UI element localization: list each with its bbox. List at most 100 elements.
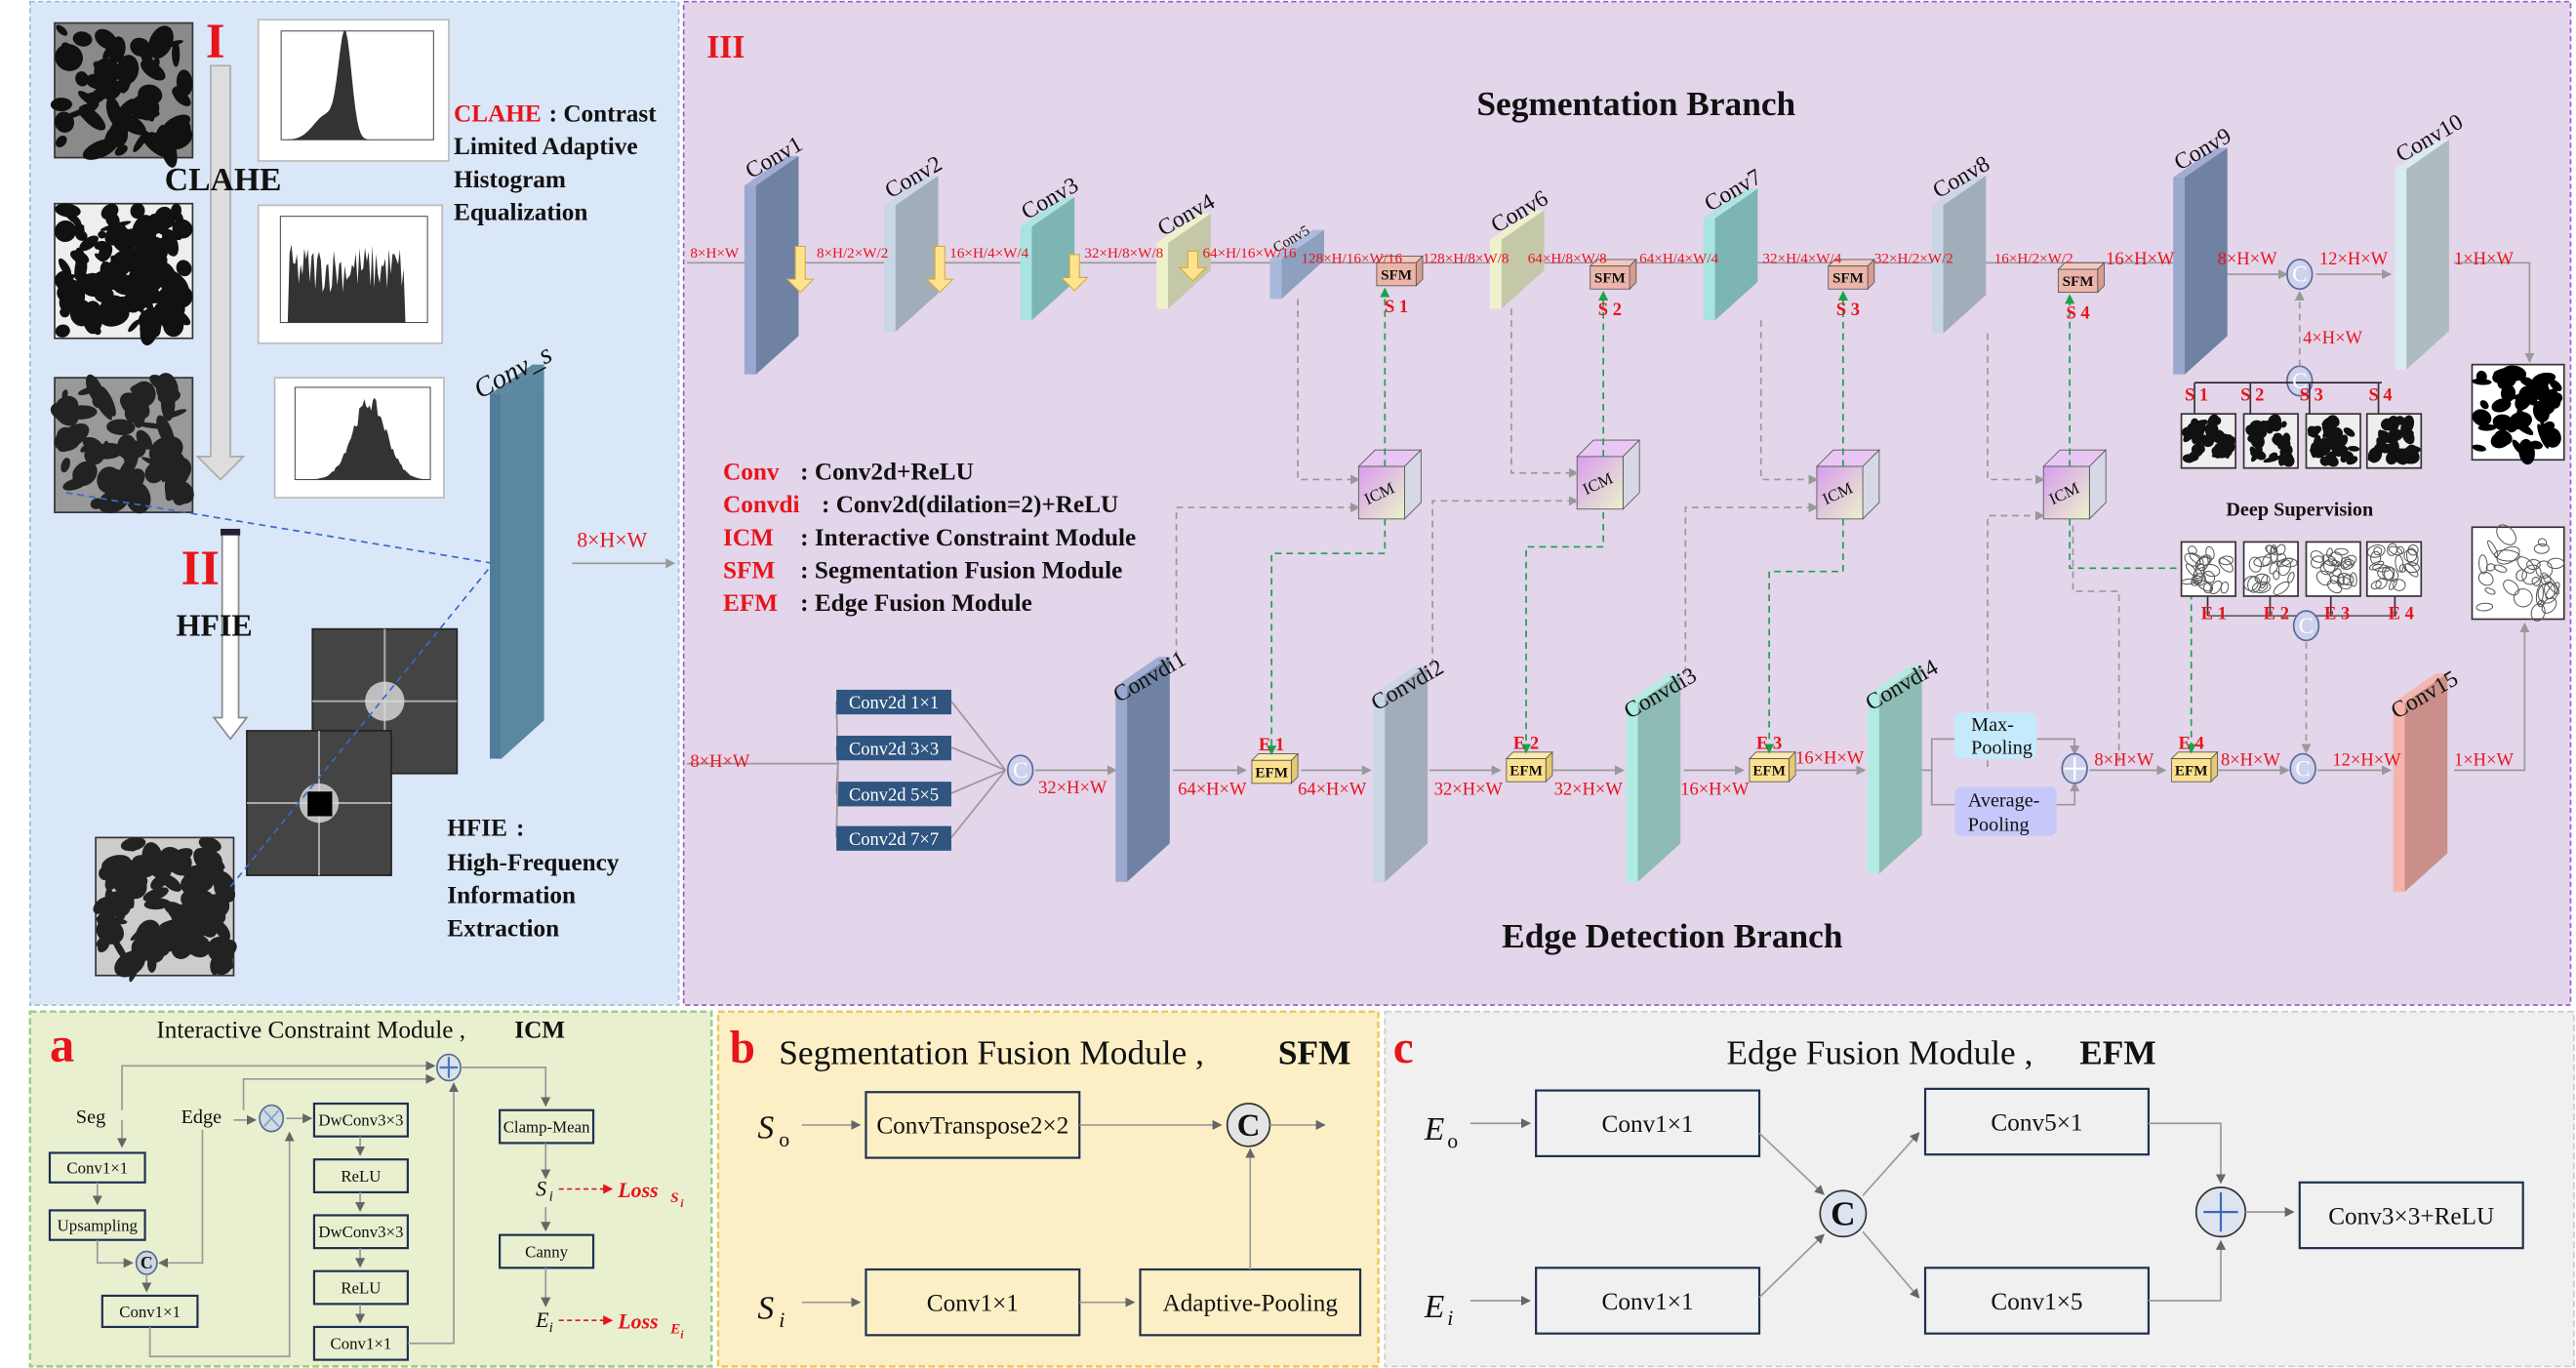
image-frame <box>2305 541 2361 597</box>
efm-block-label: EFM <box>1509 764 1543 780</box>
loss-s-subsub: i <box>680 1197 684 1210</box>
seg-layer-conv2 <box>883 176 939 332</box>
texture-blob <box>85 287 105 298</box>
texture-blob <box>2275 543 2286 556</box>
seg-layer-conv6 <box>1490 210 1545 309</box>
concat-icon-label: C <box>1013 758 1027 783</box>
texture-blob <box>2193 573 2206 586</box>
texture-blob <box>172 219 193 239</box>
projection-line <box>65 492 494 565</box>
texture-blob <box>131 936 160 961</box>
seg-dim-label: 128×H/8×W/8 <box>1423 251 1509 266</box>
texture-blob <box>160 384 176 422</box>
texture-blob <box>2324 454 2339 467</box>
downsample-arrow-icon <box>1178 251 1208 282</box>
seg-to-icm-arrow <box>1297 299 1361 485</box>
efm-block <box>1505 750 1553 784</box>
edge-output-image <box>2305 541 2361 597</box>
texture-blob <box>2281 454 2295 467</box>
texture-blob <box>2530 603 2546 622</box>
e-label: E 2 <box>2264 605 2289 624</box>
slab-side <box>1714 188 1758 321</box>
texture-blob <box>166 457 192 484</box>
panel-efm <box>1384 1010 2575 1368</box>
texture-blob <box>2376 436 2388 448</box>
texture-blob <box>147 25 174 60</box>
texture-blob <box>75 71 89 87</box>
texture-blob <box>2494 429 2513 446</box>
clahe-image <box>54 202 194 346</box>
histogram-output <box>273 377 445 499</box>
slab-top <box>1931 176 1987 206</box>
sfm-block-label: SFM <box>2063 274 2094 290</box>
concat-icon-label: C <box>2292 369 2307 393</box>
arrow <box>462 1066 551 1107</box>
efm-conv1x1-box-label: Conv1×1 <box>1602 1111 1694 1138</box>
slab-top <box>1868 664 1922 695</box>
texture-blob <box>2384 566 2395 582</box>
texture-blob <box>130 203 145 220</box>
texture-blob <box>154 206 174 227</box>
average-pooling-label: Pooling <box>1968 815 2030 836</box>
max-pooling-label: Pooling <box>1971 738 2033 759</box>
slab-side <box>755 155 799 375</box>
texture-blob <box>2310 550 2325 563</box>
so-subscript: o <box>779 1128 789 1151</box>
texture-blob <box>172 40 181 67</box>
icm-block <box>2042 449 2108 520</box>
seg-output-image <box>2242 413 2299 469</box>
edge-to-icm-arrow <box>1175 503 1361 658</box>
s-label: S 1 <box>1385 298 1408 317</box>
texture-blob <box>2477 423 2497 431</box>
texture-blob <box>2532 400 2550 422</box>
seg-final-image <box>2471 363 2565 465</box>
concat-icon <box>2289 752 2316 785</box>
icm-conv1x1-box-label: Conv1×1 <box>66 1159 128 1178</box>
seg-layer-conv9 <box>2173 147 2228 375</box>
texture-blob <box>2542 572 2560 595</box>
texture-blob <box>176 69 193 97</box>
seg-layer-conv8 <box>1931 176 1987 334</box>
icm-relu-box-label: ReLU <box>341 1167 381 1186</box>
projection-line <box>229 562 495 888</box>
arrow <box>96 1239 134 1268</box>
texture-blob <box>2496 545 2520 565</box>
icm-block <box>1357 449 1423 520</box>
texture-blob <box>130 383 150 394</box>
slab-top <box>2395 140 2449 170</box>
eo-symbol: E <box>1424 1111 1445 1147</box>
texture-blob <box>79 103 94 120</box>
slab-side <box>1127 657 1170 882</box>
texture-blob <box>90 498 103 509</box>
texture-blob <box>2202 582 2214 594</box>
seg-dim-label: 16×H×W <box>2106 250 2175 269</box>
shapes <box>48 19 2565 1361</box>
seg-layer-conv5 <box>1269 229 1325 300</box>
seg-dim-label: 8×H×W <box>690 246 740 262</box>
ei-subscript: i <box>549 1320 553 1336</box>
histogram-axes <box>279 216 428 324</box>
texture-blob <box>203 851 222 873</box>
seg-to-icm-arrow <box>1987 333 2045 485</box>
texture-blob <box>2329 575 2339 584</box>
slab-top <box>1020 196 1075 227</box>
texture-blob <box>105 97 122 127</box>
texture-blob <box>154 923 184 952</box>
edge-dim-label: 1×H×W <box>2454 750 2514 770</box>
slab-top <box>2173 147 2228 178</box>
slab-front <box>2173 177 2185 375</box>
seg-dim-label: 8×H×W <box>2218 250 2277 269</box>
icm-dwconv-box-label: DwConv3×3 <box>318 1111 403 1130</box>
efm-block-label: EFM <box>1255 765 1288 781</box>
texture-blob <box>2519 377 2535 386</box>
edge-dim-label: 32×H×W <box>1038 779 1107 798</box>
concat-icon-label: C <box>2299 614 2314 638</box>
seg-input-label: Seg <box>76 1106 105 1128</box>
labels: I CLAHE II HFIE CLAHE: Contrast Limited Adapt… <box>50 14 2514 1353</box>
legend-desc: : Edge Fusion Module <box>800 590 1032 617</box>
arrow <box>2148 1122 2227 1185</box>
multi-conv-box <box>836 736 951 761</box>
texture-blob <box>2332 568 2342 578</box>
deep-supervision-label: Deep Supervision <box>2226 499 2373 520</box>
multi-conv-box <box>836 689 951 715</box>
